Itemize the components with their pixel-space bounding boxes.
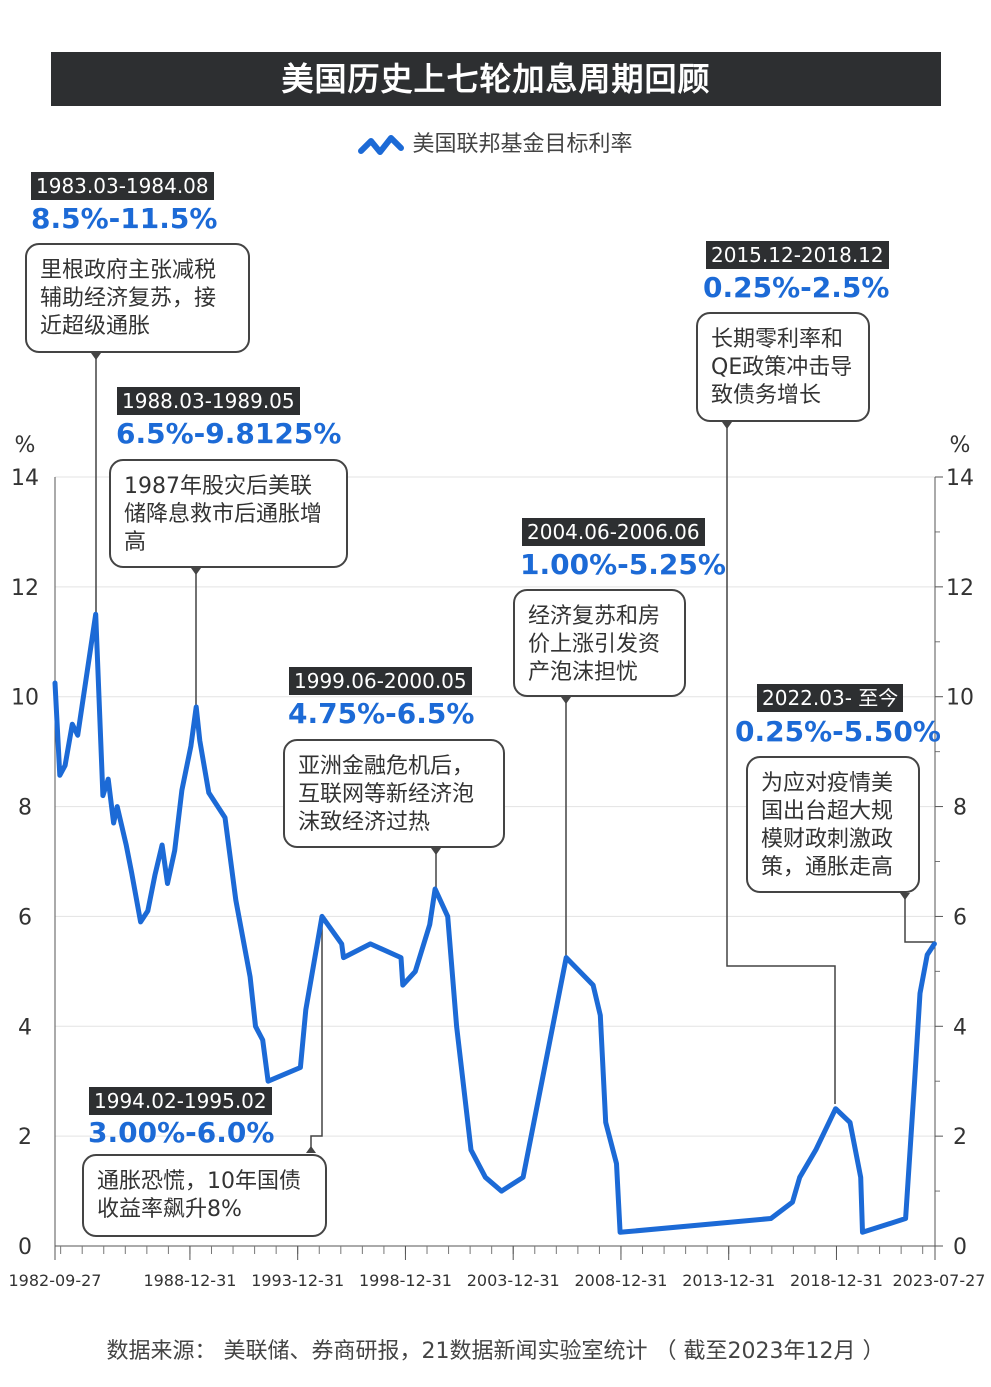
data-source: 数据来源： 美联储、券商研报，21数据新闻实验室统计 （ 截至2023年12月 …: [106, 1339, 885, 1364]
y-axis-unit-left: %: [15, 433, 36, 458]
callout-box: 1987年股灾后美联储降息救市后通胀增高: [109, 459, 348, 568]
x-tick-label: 2013-12-31: [682, 1271, 775, 1290]
x-tick-label: 1988-12-31: [143, 1271, 236, 1290]
callout-box: 经济复苏和房价上涨引发资产泡沫担忧: [513, 589, 686, 697]
y-tick-label-left: 12: [11, 576, 39, 601]
annotation-leader-line: [904, 893, 935, 943]
pointer-triangle: [91, 353, 101, 360]
wave-line-icon: [358, 135, 405, 155]
pointer-triangle: [722, 422, 732, 429]
period-label: 1994.02-1995.02: [89, 1087, 272, 1115]
x-tick-label: 2008-12-31: [574, 1271, 667, 1290]
rate-range: 0.25%-2.5%: [703, 271, 890, 304]
pointer-triangle: [191, 568, 201, 575]
x-tick-label: 2023-07-27: [893, 1271, 986, 1290]
y-tick-label-right: 14: [946, 466, 974, 491]
y-tick-label-right: 6: [953, 905, 967, 930]
x-tick-label: 2003-12-31: [467, 1271, 560, 1290]
pointer-triangle: [431, 848, 441, 855]
pointer-triangle: [900, 893, 910, 900]
x-tick-label: 2018-12-31: [790, 1271, 883, 1290]
y-tick-label-right: 8: [953, 796, 967, 821]
y-tick-label-left: 2: [18, 1125, 32, 1150]
y-tick-label-left: 10: [11, 686, 39, 711]
callout-box: 里根政府主张减税辅助经济复苏，接近超级通胀: [25, 243, 250, 353]
y-tick-label-right: 2: [953, 1125, 967, 1150]
legend-label: 美国联邦基金目标利率: [412, 132, 633, 157]
callout-box: 通胀恐慌，10年国债收益率飙升8%: [82, 1154, 327, 1237]
y-tick-label-left: 6: [18, 905, 32, 930]
y-axis-unit-right: %: [950, 433, 971, 458]
y-tick-label-right: 10: [946, 686, 974, 711]
y-tick-label-left: 8: [18, 796, 32, 821]
pointer-triangle: [306, 1146, 316, 1153]
callout-box: 长期零利率和QE政策冲击导致债务增长: [696, 312, 870, 422]
page-title: 美国历史上七轮加息周期回顾: [51, 52, 941, 106]
y-tick-label-right: 4: [953, 1015, 967, 1040]
period-label: 1983.03-1984.08: [31, 172, 214, 200]
rate-range: 1.00%-5.25%: [520, 548, 726, 581]
y-tick-label-left: 0: [18, 1235, 32, 1260]
x-tick-label: 1982-09-27: [9, 1271, 102, 1290]
period-label: 2015.12-2018.12: [706, 241, 889, 269]
y-tick-label-right: 12: [946, 576, 974, 601]
period-label: 1999.06-2000.05: [289, 667, 472, 695]
callout-box: 亚洲金融危机后，互联网等新经济泡沫致经济过热: [283, 739, 505, 848]
rate-range: 4.75%-6.5%: [288, 697, 475, 730]
y-tick-label-right: 0: [953, 1235, 967, 1260]
pointer-triangle: [561, 697, 571, 704]
rate-range: 3.00%-6.0%: [88, 1116, 275, 1149]
rate-range: 8.5%-11.5%: [31, 202, 218, 235]
x-tick-label: 1993-12-31: [251, 1271, 344, 1290]
y-tick-label-left: 14: [11, 466, 39, 491]
legend: 美国联邦基金目标利率: [0, 126, 991, 158]
callout-box: 为应对疫情美国出台超大规模财政刺激政策，通胀走高: [746, 756, 920, 893]
y-tick-label-left: 4: [18, 1015, 32, 1040]
period-label: 2004.06-2006.06: [522, 518, 705, 546]
rate-range: 6.5%-9.8125%: [116, 417, 342, 450]
period-label: 2022.03- 至今: [757, 684, 904, 712]
period-label: 1988.03-1989.05: [117, 387, 300, 415]
x-tick-label: 1998-12-31: [359, 1271, 452, 1290]
annotation-leader-line: [726, 422, 836, 1104]
annotation-leader-line: [310, 914, 323, 1153]
rate-range: 0.25%-5.50%: [735, 715, 941, 748]
